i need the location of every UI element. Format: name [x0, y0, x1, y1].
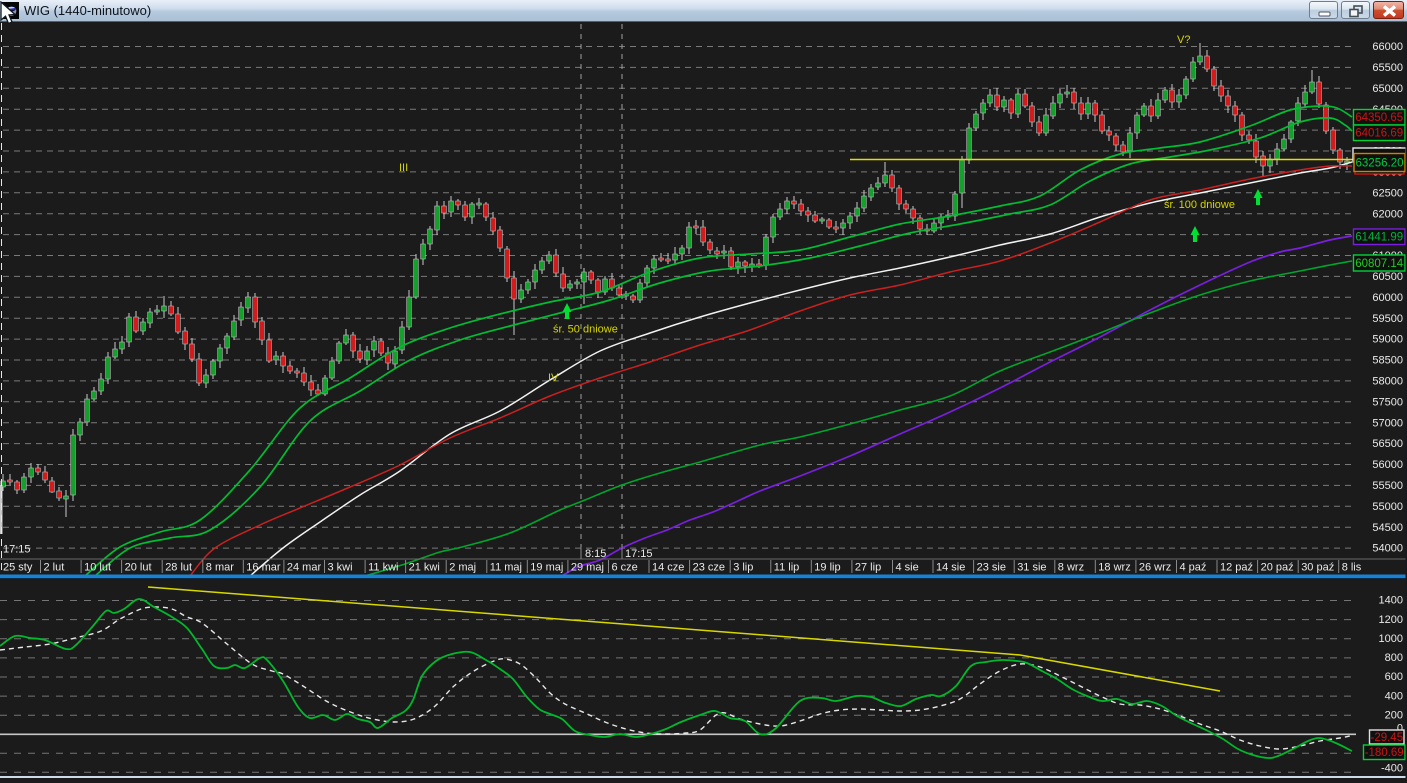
svg-text:400: 400	[1385, 690, 1403, 702]
svg-text:V?: V?	[1177, 34, 1190, 46]
svg-text:28 lut: 28 lut	[165, 562, 192, 574]
svg-text:16 mar: 16 mar	[246, 562, 281, 574]
svg-text:600: 600	[1385, 671, 1403, 683]
svg-text:8 lis: 8 lis	[1342, 562, 1362, 574]
svg-text:11 maj: 11 maj	[490, 562, 522, 574]
svg-text:10 lut: 10 lut	[84, 562, 111, 574]
svg-text:59000: 59000	[1372, 334, 1403, 346]
svg-text:1400: 1400	[1379, 595, 1403, 607]
svg-text:27 lip: 27 lip	[855, 562, 881, 574]
svg-text:23 cze: 23 cze	[693, 562, 725, 574]
svg-text:200: 200	[1385, 709, 1403, 721]
svg-text:65000: 65000	[1372, 83, 1403, 95]
svg-text:60500: 60500	[1372, 271, 1403, 283]
svg-text:8:15: 8:15	[585, 548, 606, 560]
svg-text:30 paź: 30 paź	[1301, 562, 1334, 574]
svg-text:17:15: 17:15	[3, 544, 31, 556]
svg-text:4 paź: 4 paź	[1180, 562, 1207, 574]
svg-text:56500: 56500	[1372, 438, 1403, 450]
svg-text:26 wrz: 26 wrz	[1139, 562, 1171, 574]
svg-text:6 cze: 6 cze	[612, 562, 638, 574]
svg-text:800: 800	[1385, 652, 1403, 664]
svg-text:55000: 55000	[1372, 501, 1403, 513]
svg-text:57000: 57000	[1372, 417, 1403, 429]
svg-text:20 paź: 20 paź	[1261, 562, 1294, 574]
svg-text:-29.45: -29.45	[1370, 732, 1403, 744]
svg-text:18 wrz: 18 wrz	[1098, 562, 1130, 574]
svg-text:25 sty: 25 sty	[3, 562, 33, 574]
svg-text:III: III	[399, 162, 408, 174]
svg-text:23 sie: 23 sie	[977, 562, 1006, 574]
svg-text:19 maj: 19 maj	[530, 562, 563, 574]
svg-text:66000: 66000	[1372, 41, 1403, 53]
svg-text:60807.14: 60807.14	[1355, 258, 1404, 270]
svg-text:62000: 62000	[1372, 208, 1403, 220]
svg-text:-180.69: -180.69	[1365, 747, 1404, 759]
svg-text:59500: 59500	[1372, 313, 1403, 325]
svg-text:17:15: 17:15	[625, 548, 653, 560]
svg-text:54000: 54000	[1372, 543, 1403, 555]
svg-text:65500: 65500	[1372, 62, 1403, 74]
svg-text:14 sie: 14 sie	[936, 562, 965, 574]
svg-text:63256.20: 63256.20	[1356, 157, 1404, 169]
svg-text:11 kwi: 11 kwi	[368, 562, 398, 574]
svg-text:58500: 58500	[1372, 355, 1403, 367]
svg-text:61441.99: 61441.99	[1355, 232, 1403, 244]
svg-text:58000: 58000	[1372, 376, 1403, 388]
svg-text:3 kwi: 3 kwi	[328, 562, 353, 574]
svg-text:8 mar: 8 mar	[206, 562, 234, 574]
svg-text:14 cze: 14 cze	[652, 562, 684, 574]
svg-text:1000: 1000	[1379, 633, 1403, 645]
svg-text:64350.65: 64350.65	[1355, 112, 1403, 124]
svg-text:24 mar: 24 mar	[287, 562, 322, 574]
svg-text:56000: 56000	[1372, 459, 1403, 471]
svg-text:64016.69: 64016.69	[1355, 128, 1403, 140]
svg-text:55500: 55500	[1372, 480, 1403, 492]
svg-text:8 wrz: 8 wrz	[1058, 562, 1084, 574]
svg-text:19 lip: 19 lip	[814, 562, 840, 574]
svg-text:śr. 50 dniowe: śr. 50 dniowe	[553, 324, 618, 336]
svg-text:54500: 54500	[1372, 522, 1403, 534]
svg-text:2 maj: 2 maj	[449, 562, 476, 574]
svg-text:12 paź: 12 paź	[1220, 562, 1253, 574]
svg-text:2 lut: 2 lut	[44, 562, 65, 574]
svg-text:31 sie: 31 sie	[1017, 562, 1046, 574]
svg-text:29 maj: 29 maj	[571, 562, 604, 574]
svg-text:57500: 57500	[1372, 396, 1403, 408]
svg-text:21 kwi: 21 kwi	[409, 562, 440, 574]
svg-text:60000: 60000	[1372, 292, 1403, 304]
svg-text:IV: IV	[548, 372, 559, 384]
svg-text:śr. 100 dniowe: śr. 100 dniowe	[1164, 199, 1235, 211]
svg-text:3 lip: 3 lip	[733, 562, 753, 574]
svg-text:11 lip: 11 lip	[774, 562, 799, 574]
svg-text:20 lut: 20 lut	[125, 562, 152, 574]
svg-text:4 sie: 4 sie	[896, 562, 919, 574]
svg-text:1200: 1200	[1379, 614, 1403, 626]
svg-text:62500: 62500	[1372, 187, 1403, 199]
svg-text:-400: -400	[1381, 763, 1403, 775]
